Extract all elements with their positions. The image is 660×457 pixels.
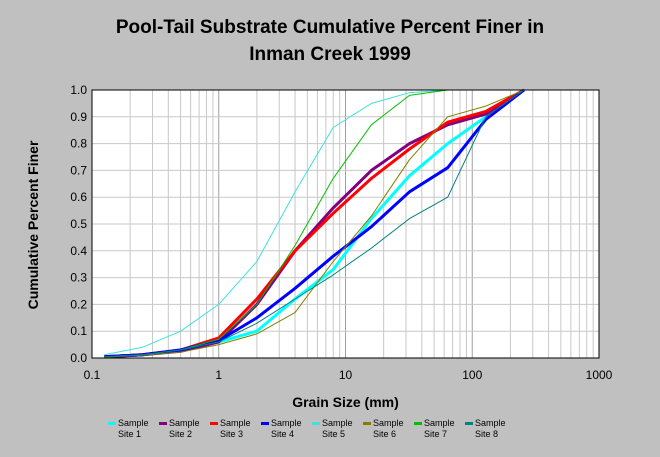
legend-swatch <box>414 422 422 425</box>
y-tick-label: 0.9 <box>70 110 87 124</box>
legend-label-line: Site 8 <box>475 429 499 439</box>
legend-label-line: Sample <box>271 418 302 428</box>
series-lines <box>104 88 525 359</box>
legend-label-line: Site 3 <box>220 429 244 439</box>
legend-label-line: Sample <box>118 418 149 428</box>
legend-label: Sample Site 6 <box>373 418 404 440</box>
legend-label-line: Site 1 <box>118 429 142 439</box>
legend-swatch <box>108 422 116 425</box>
legend-label-line: Sample <box>475 418 506 428</box>
legend-label-line: Sample <box>373 418 404 428</box>
legend-label-line: Site 4 <box>271 429 295 439</box>
y-tick-label: 1.0 <box>70 83 87 97</box>
y-tick-label: 0.5 <box>70 217 87 231</box>
legend-item-site-1: Sample Site 1 <box>108 418 160 448</box>
legend-item-site-2: Sample Site 2 <box>159 418 211 448</box>
plot-frame <box>91 89 600 359</box>
legend-label-line: Site 7 <box>424 429 448 439</box>
y-tick-label: 0.2 <box>70 297 87 311</box>
legend-item-site-5: Sample Site 5 <box>312 418 364 448</box>
x-tick-label: 10 <box>339 368 353 382</box>
legend-item-site-7: Sample Site 7 <box>414 418 466 448</box>
chart-title-line-2: Inman Creek 1999 <box>249 44 411 65</box>
legend-swatch <box>261 422 269 425</box>
legend: Sample Site 1 Sample Site 2 Sample Site 3 Samp… <box>100 418 560 448</box>
legend-swatch <box>210 422 218 425</box>
x-tick-label: 0.1 <box>84 368 101 382</box>
x-tick-label: 1 <box>215 368 222 382</box>
legend-label: Sample Site 1 <box>118 418 149 440</box>
legend-label-line: Sample <box>424 418 455 428</box>
y-tick-label: 0.6 <box>70 190 87 204</box>
legend-swatch <box>363 422 371 425</box>
y-tick-label: 0.8 <box>70 137 87 151</box>
legend-item-site-4: Sample Site 4 <box>261 418 313 448</box>
chart-title: Pool-Tail Substrate Cumulative Percent F… <box>0 14 660 68</box>
y-tick-label: 0.3 <box>70 271 87 285</box>
legend-label-line: Sample <box>169 418 200 428</box>
legend-swatch <box>312 422 320 425</box>
legend-label-line: Sample <box>322 418 353 428</box>
x-tick-labels: 0.1 1 10 100 1000 <box>84 368 613 382</box>
legend-item-site-6: Sample Site 6 <box>363 418 415 448</box>
y-tick-label: 0.0 <box>70 351 87 365</box>
legend-label: Sample Site 5 <box>322 418 353 440</box>
y-tick-label: 0.4 <box>70 244 87 258</box>
y-tick-labels: 0.0 0.1 0.2 0.3 0.4 0.5 0.6 0.7 0.8 0.9 1.0 <box>70 83 87 365</box>
legend-label: Sample Site 7 <box>424 418 455 440</box>
legend-swatch <box>159 422 167 425</box>
legend-label: Sample Site 2 <box>169 418 200 440</box>
legend-label: Sample Site 4 <box>271 418 302 440</box>
legend-label: Sample Site 3 <box>220 418 251 440</box>
legend-item-site-3: Sample Site 3 <box>210 418 262 448</box>
x-tick-label: 1000 <box>586 368 613 382</box>
chart-title-line-1: Pool-Tail Substrate Cumulative Percent F… <box>115 17 545 38</box>
y-tick-label: 0.1 <box>70 324 87 338</box>
x-tick-label: 100 <box>462 368 482 382</box>
y-tick-label: 0.7 <box>70 163 87 177</box>
legend-label-line: Site 5 <box>322 429 346 439</box>
legend-label-line: Site 2 <box>169 429 193 439</box>
x-axis-label: Grain Size (mm) <box>292 394 399 410</box>
legend-swatch <box>465 422 473 425</box>
legend-label: Sample Site 8 <box>475 418 506 440</box>
series-line-site-8 <box>104 89 525 358</box>
legend-label-line: Sample <box>220 418 251 428</box>
legend-label-line: Site 6 <box>373 429 397 439</box>
legend-item-site-8: Sample Site 8 <box>465 418 517 448</box>
